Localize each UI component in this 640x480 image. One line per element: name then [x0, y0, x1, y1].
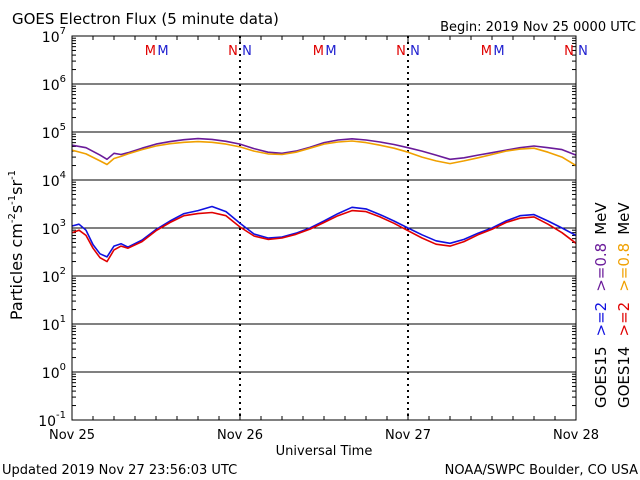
x-tick-label: Nov 26	[217, 428, 263, 443]
magnetopause-marker: M	[493, 44, 504, 59]
legend-goes14: GOES14 >=2 >=0.8 MeV	[615, 202, 633, 408]
y-tick-exp: 3	[60, 218, 66, 229]
begin-time: Begin: 2019 Nov 25 0000 UTC	[440, 20, 636, 35]
y-tick-label: 104	[42, 170, 66, 190]
y-tick-label: 103	[42, 218, 66, 238]
legend-goes15: GOES15 >=2 >=0.8 MeV	[592, 202, 610, 408]
y-tick-exp: -1	[56, 410, 66, 421]
legend-goes14-gt08: >=0.8	[615, 243, 633, 292]
y-tick-label: 102	[42, 266, 66, 286]
magnetopause-marker: M	[145, 44, 156, 59]
magnetopause-marker: N	[564, 44, 574, 59]
series-line-1	[71, 140, 577, 167]
x-tick-label: Nov 25	[49, 428, 95, 443]
y-tick-base: 10	[42, 318, 60, 334]
series-line-0	[71, 137, 577, 161]
y-axis-label-main: Particles cm	[7, 223, 26, 320]
y-axis-label-exp-cm: -2	[7, 213, 18, 223]
y-tick-base: 10	[42, 174, 60, 190]
y-tick-exp: 6	[60, 74, 66, 85]
plot-frame	[71, 35, 577, 421]
y-tick-label: 106	[42, 74, 66, 94]
credit-label: NOAA/SWPC Boulder, CO USA	[445, 463, 638, 478]
y-tick-label: 10-1	[38, 410, 66, 430]
y-tick-base: 10	[42, 222, 60, 238]
y-tick-label: 105	[42, 122, 66, 142]
y-tick-label: 101	[42, 314, 66, 334]
y-tick-base: 10	[38, 414, 56, 430]
magnetopause-marker: N	[396, 44, 406, 59]
x-tick-label: Nov 28	[553, 428, 599, 443]
y-axis-label: Particles cm-2s-1sr-1	[7, 170, 26, 320]
y-axis-label-exp-sr: -1	[7, 170, 18, 180]
legend-goes15-unit: MeV	[592, 202, 610, 235]
y-tick-exp: 7	[60, 26, 66, 37]
y-tick-label: 100	[42, 362, 66, 382]
legend-goes14-gt2: >=2	[615, 302, 633, 337]
y-tick-base: 10	[42, 366, 60, 382]
updated-time: Updated 2019 Nov 27 23:56:03 UTC	[2, 463, 237, 478]
y-tick-base: 10	[42, 30, 60, 46]
magnetopause-marker: M	[481, 44, 492, 59]
y-tick-label: 107	[42, 26, 66, 46]
legend-goes15-gt08: >=0.8	[592, 243, 610, 292]
magnetopause-marker: N	[578, 44, 588, 59]
x-tick-label: Nov 27	[385, 428, 431, 443]
legend-goes15-gt2: >=2	[592, 302, 610, 337]
y-axis-label-sr: sr	[7, 180, 26, 195]
y-tick-exp: 0	[60, 362, 66, 373]
chart-title: GOES Electron Flux (5 minute data)	[12, 10, 279, 28]
magnetopause-marker: M	[313, 44, 324, 59]
y-tick-exp: 2	[60, 266, 66, 277]
series-line-2	[71, 205, 577, 258]
magnetopause-marker: M	[325, 44, 336, 59]
magnetopause-marker: N	[228, 44, 238, 59]
magnetopause-marker: M	[157, 44, 168, 59]
legend-goes14-name: GOES14	[615, 346, 633, 408]
y-axis-label-exp-s: -1	[7, 195, 18, 205]
y-tick-base: 10	[42, 126, 60, 142]
y-tick-exp: 1	[60, 314, 66, 325]
y-tick-exp: 4	[60, 170, 66, 181]
legend-goes15-name: GOES15	[592, 346, 610, 408]
y-axis-label-s: s	[7, 205, 26, 213]
x-axis-label: Universal Time	[276, 444, 373, 459]
legend-goes14-unit: MeV	[615, 202, 633, 235]
series-line-3	[71, 209, 577, 263]
magnetopause-marker: N	[410, 44, 420, 59]
y-tick-base: 10	[42, 270, 60, 286]
magnetopause-marker: N	[242, 44, 252, 59]
y-tick-exp: 5	[60, 122, 66, 133]
y-tick-base: 10	[42, 78, 60, 94]
